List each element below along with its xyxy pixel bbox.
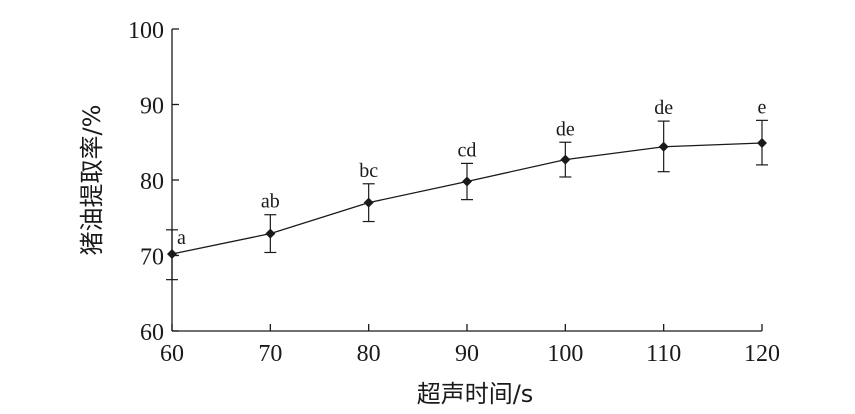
- x-tick-label: 60: [160, 341, 184, 367]
- data-points: [167, 138, 767, 259]
- x-tick-label: 120: [744, 341, 780, 367]
- y-tick-label: 100: [128, 18, 164, 44]
- data-point: [363, 197, 374, 208]
- data-point: [462, 176, 472, 187]
- y-axis-title: 猪油提取率/%: [78, 105, 106, 256]
- x-tick-label: 80: [357, 341, 381, 367]
- significance-label: cd: [458, 139, 477, 161]
- x-ticks: 60 70 80 90 100 110 120: [160, 324, 780, 367]
- x-tick-label: 110: [646, 341, 681, 367]
- x-tick-label: 70: [258, 341, 282, 367]
- series-extraction-rate: a ab bc cd de de e: [166, 96, 768, 281]
- y-ticks: 60 70 80 90 100: [128, 18, 179, 346]
- significance-label: ab: [261, 191, 280, 213]
- data-point: [265, 228, 276, 239]
- data-point: [167, 248, 177, 259]
- significance-label: de: [556, 118, 575, 140]
- data-point: [757, 138, 767, 149]
- x-tick-label: 90: [455, 341, 479, 367]
- y-tick-label: 80: [140, 169, 164, 195]
- y-tick-label: 90: [140, 94, 164, 120]
- significance-label: de: [654, 97, 673, 119]
- significance-labels: a ab bc cd de de e: [177, 96, 767, 249]
- data-point: [560, 154, 571, 165]
- y-tick-label: 60: [140, 320, 164, 346]
- significance-label: bc: [359, 160, 378, 182]
- axes: 60 70 80 90 100 110 120 60 70 80 90 100: [128, 18, 780, 367]
- significance-label: e: [758, 96, 767, 118]
- significance-label: a: [177, 227, 186, 249]
- x-axis-title: 超声时间/s: [417, 380, 534, 408]
- x-tick-label: 100: [547, 341, 583, 367]
- y-tick-label: 70: [140, 245, 164, 271]
- data-point: [658, 141, 669, 152]
